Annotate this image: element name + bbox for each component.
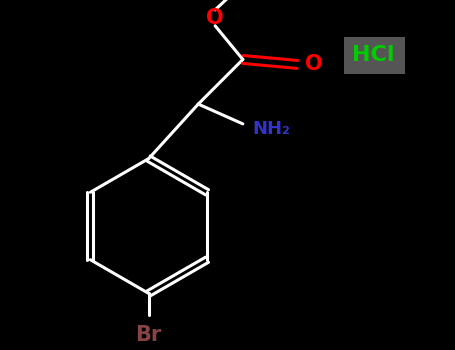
Text: NH₂: NH₂ [253, 120, 291, 138]
FancyBboxPatch shape [344, 37, 405, 74]
Text: HCl: HCl [353, 44, 395, 64]
Text: O: O [305, 55, 323, 75]
Text: O: O [206, 8, 224, 28]
Text: Br: Br [136, 325, 162, 345]
